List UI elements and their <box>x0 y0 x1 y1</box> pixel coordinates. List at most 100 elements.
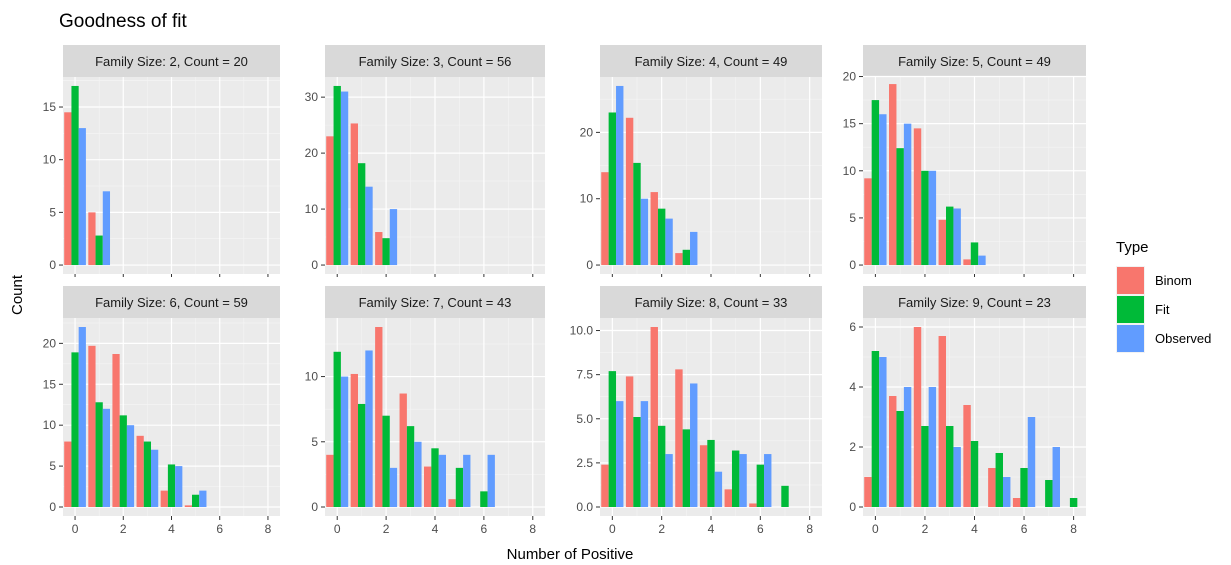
bar-binom <box>64 441 72 507</box>
bar-observed <box>690 231 698 266</box>
bar-binom <box>160 490 168 507</box>
bar-binom <box>625 117 634 266</box>
bar-binom <box>889 396 897 507</box>
bar-observed <box>714 471 723 507</box>
bar-binom <box>88 345 96 507</box>
y-tick-label: 4 <box>849 380 856 394</box>
bar-fit <box>682 429 691 507</box>
bar-fit <box>682 249 691 266</box>
facet-strip <box>63 45 280 77</box>
bar-binom <box>988 468 996 507</box>
bar-observed <box>1052 447 1060 507</box>
x-tick-label: 0 <box>72 522 79 536</box>
y-tick-label: 10 <box>305 202 319 216</box>
bar-binom <box>601 172 609 266</box>
x-tick-label: 0 <box>609 522 616 536</box>
bar-observed <box>340 376 349 507</box>
bar-observed <box>879 357 887 507</box>
legend-key-observed <box>1117 325 1144 352</box>
bar-observed <box>463 454 471 507</box>
bar-fit <box>657 425 666 507</box>
bar-fit <box>995 453 1003 507</box>
bar-fit <box>946 206 954 266</box>
legend-label-binom: Binom <box>1155 273 1192 288</box>
bar-fit <box>871 351 880 507</box>
bar-fit <box>970 242 979 266</box>
bar-observed <box>340 91 349 266</box>
bar-binom <box>326 454 334 507</box>
bar-fit <box>633 417 641 507</box>
bar-binom <box>913 128 922 266</box>
x-tick-label: 6 <box>481 522 488 536</box>
x-tick-label: 6 <box>1021 522 1028 536</box>
y-tick-label: 15 <box>43 377 57 391</box>
facet-panel: Family Size: 3, Count = 56 0 10 20 30 <box>305 45 545 277</box>
bar-observed <box>690 383 698 507</box>
bar-binom <box>724 489 732 507</box>
bar-fit <box>781 485 789 507</box>
bar-fit <box>921 170 929 266</box>
bar-fit <box>119 415 127 507</box>
y-tick-label: 0 <box>586 258 593 272</box>
bar-binom <box>64 112 72 266</box>
y-tick-label: 0 <box>49 258 56 272</box>
x-tick-label: 8 <box>806 522 813 536</box>
x-tick-label: 4 <box>971 522 978 536</box>
bar-observed <box>126 425 135 507</box>
bar-observed <box>199 490 207 507</box>
bar-fit <box>608 371 617 507</box>
y-tick-label: 30 <box>305 90 319 104</box>
bar-binom <box>350 373 358 507</box>
y-tick-label: 15 <box>843 117 857 131</box>
bar-fit <box>358 403 366 507</box>
bar-binom <box>650 327 658 507</box>
facet-strip-label: Family Size: 2, Count = 20 <box>95 54 248 69</box>
x-tick-label: 4 <box>432 522 439 536</box>
bar-fit <box>633 162 641 266</box>
bar-binom <box>938 219 947 266</box>
legend-label-fit: Fit <box>1155 302 1170 317</box>
facet-panel: Family Size: 5, Count = 49 0 5 10 15 20 <box>843 45 1086 277</box>
facet-panel: Family Size: 6, Count = 59 0 5 10 15 20 0 2 4 6 8 <box>43 286 280 536</box>
bar-fit <box>71 85 79 266</box>
x-tick-label: 6 <box>757 522 764 536</box>
y-axis-title: Count <box>9 274 26 315</box>
bar-observed <box>665 218 673 266</box>
bar-binom <box>650 192 658 266</box>
bar-binom <box>1012 498 1021 507</box>
y-tick-label: 0 <box>49 500 56 514</box>
y-tick-label: 5.0 <box>576 412 593 426</box>
y-tick-label: 5 <box>49 459 56 473</box>
y-tick-label: 15 <box>43 100 57 114</box>
bar-fit <box>333 351 341 507</box>
bar-observed <box>640 401 649 507</box>
y-tick-label: 20 <box>843 70 857 84</box>
legend-label-observed: Observed <box>1155 331 1211 346</box>
bar-fit <box>756 464 765 507</box>
bar-binom <box>675 253 683 266</box>
bar-fit <box>871 100 880 266</box>
legend-key-binom <box>1117 267 1144 294</box>
bar-fit <box>167 464 176 507</box>
bar-binom <box>375 232 383 266</box>
y-tick-label: 6 <box>849 320 856 334</box>
y-tick-label: 20 <box>305 146 319 160</box>
bar-binom <box>938 336 947 507</box>
bar-binom <box>350 123 358 266</box>
bar-binom <box>375 327 383 507</box>
y-tick-label: 10 <box>43 153 57 167</box>
facet-strip-label: Family Size: 7, Count = 43 <box>359 295 512 310</box>
y-tick-label: 5 <box>49 205 56 219</box>
bar-observed <box>102 408 111 507</box>
facet-strip-label: Family Size: 6, Count = 59 <box>95 295 248 310</box>
y-tick-label: 10.0 <box>570 324 594 338</box>
facet-strip-label: Family Size: 8, Count = 33 <box>635 295 788 310</box>
legend: Type Binom Fit Observed <box>1116 239 1211 353</box>
y-tick-label: 5 <box>311 435 318 449</box>
facet-strip-label: Family Size: 4, Count = 49 <box>635 54 788 69</box>
facet-panel: Family Size: 7, Count = 43 0 5 10 0 2 4 6 8 <box>305 286 545 536</box>
y-tick-label: 0 <box>311 500 318 514</box>
bar-observed <box>903 387 912 507</box>
legend-title: Type <box>1116 239 1149 256</box>
bar-fit <box>946 426 954 507</box>
